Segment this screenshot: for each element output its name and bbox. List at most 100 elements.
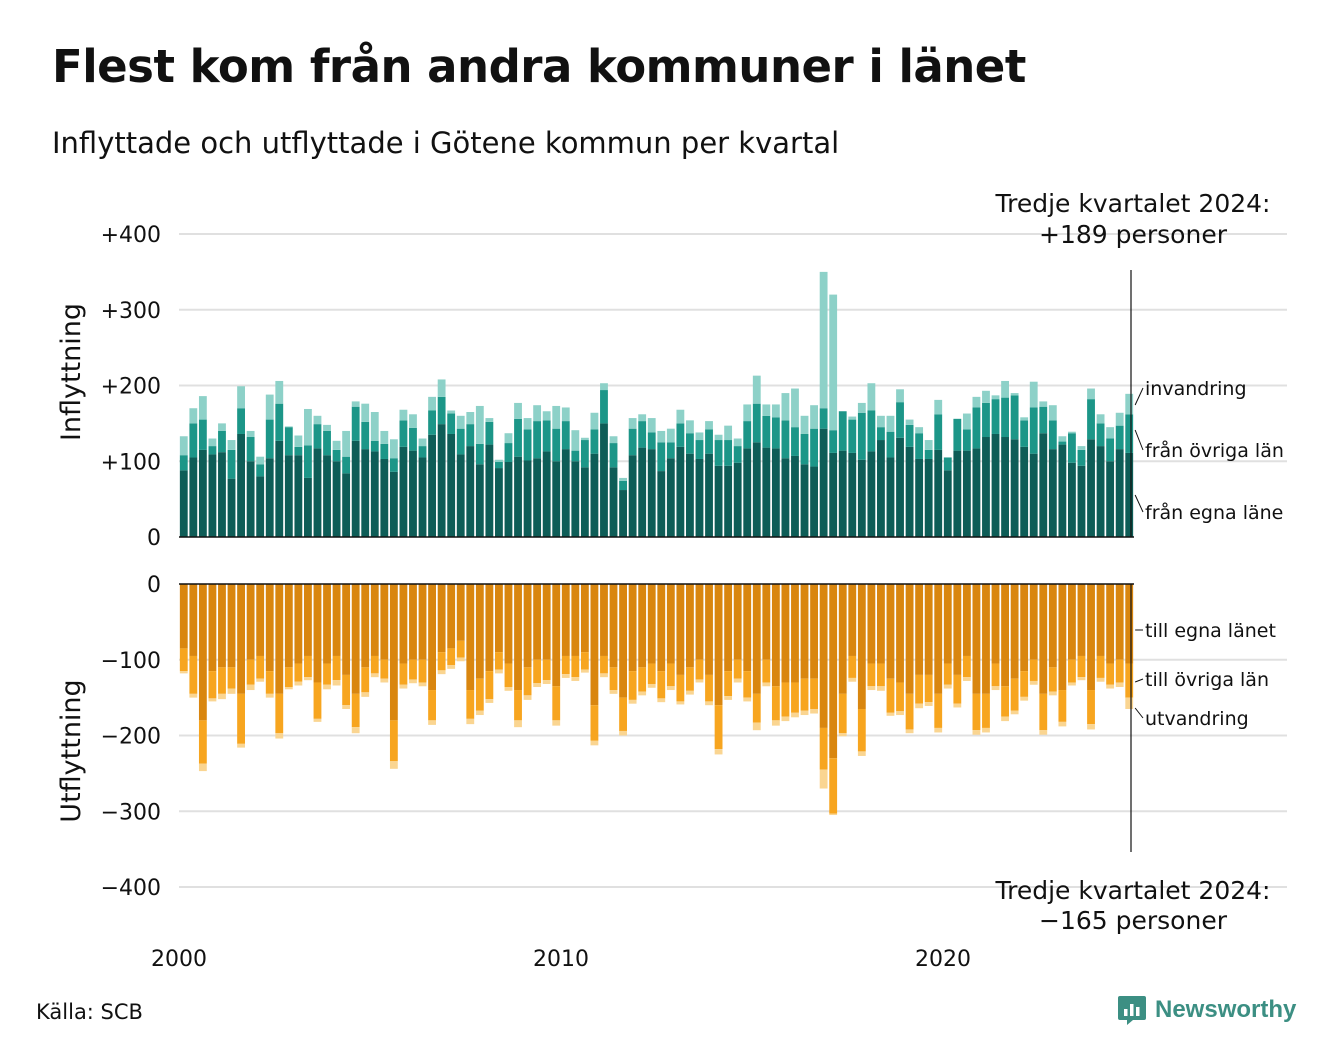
bar-out-utvandring (495, 669, 503, 674)
bar-out-utvandring (810, 708, 818, 714)
bar-out-till-övriga-län (1020, 671, 1029, 697)
bar-in-från-egna-läne (695, 458, 704, 537)
bar-in-från-övriga-län (304, 445, 312, 478)
bar-in-från-övriga-län (1115, 425, 1124, 450)
bar-in-invandring (848, 416, 857, 420)
bar-out-till-övriga-län (781, 682, 790, 717)
bar-in-från-egna-läne (972, 448, 981, 537)
bar-in-från-övriga-län (580, 440, 589, 468)
bar-out-till-övriga-län (323, 663, 331, 685)
bar-in-invandring (924, 440, 933, 450)
bar-in-invandring (886, 415, 895, 432)
bar-out-till-egna-länet (800, 584, 809, 679)
bar-in-från-övriga-län (695, 440, 704, 459)
bar-out-till-övriga-län (466, 690, 475, 719)
bar-in-från-egna-läne (1087, 439, 1095, 537)
bar-in-från-övriga-län (962, 429, 971, 451)
brand-logo[interactable]: Newsworthy (1117, 994, 1296, 1026)
annotation-top-line1: Tredje kvartalet 2024: (995, 189, 1271, 218)
bar-out-till-övriga-län (313, 682, 322, 719)
bar-out-utvandring (972, 730, 981, 735)
bar-out-utvandring (743, 697, 752, 702)
bar-out-till-egna-länet (590, 584, 599, 706)
bar-out-utvandring (389, 761, 398, 769)
bar-in-invandring (361, 403, 370, 422)
inflyttning-bars (179, 271, 1134, 538)
bar-in-från-egna-läne (485, 444, 494, 537)
bar-out-utvandring (962, 677, 971, 681)
bar-in-från-övriga-län (399, 420, 408, 447)
bar-out-utvandring (179, 671, 188, 674)
bar-in-från-övriga-län (571, 450, 580, 462)
bar-in-invandring (600, 383, 608, 391)
bar-in-från-egna-läne (1106, 461, 1115, 537)
bar-out-utvandring (542, 680, 551, 684)
bar-in-invandring (294, 435, 303, 447)
bar-in-invandring (791, 388, 799, 428)
bar-out-utvandring (1039, 730, 1048, 735)
bar-out-till-övriga-län (418, 659, 427, 683)
bar-in-invandring (829, 294, 838, 431)
bar-in-från-egna-läne (600, 423, 608, 537)
bar-out-utvandring (1020, 696, 1029, 701)
bar-out-till-egna-länet (724, 584, 733, 672)
bar-in-från-egna-läne (571, 461, 580, 537)
bar-in-invandring (1087, 388, 1095, 400)
bar-out-till-egna-länet (409, 584, 417, 660)
bar-out-till-övriga-län (638, 667, 647, 692)
bar-in-från-övriga-län (857, 412, 866, 460)
bar-in-från-övriga-län (246, 437, 255, 462)
bar-in-från-övriga-län (600, 390, 608, 424)
bar-out-till-egna-länet (304, 584, 312, 656)
bar-out-till-egna-länet (380, 584, 389, 660)
bar-out-till-egna-länet (953, 584, 962, 675)
bar-in-invandring (179, 436, 188, 456)
bar-in-från-egna-läne (991, 433, 1000, 537)
series-label-leader (1134, 494, 1144, 513)
bar-out-till-övriga-län (514, 690, 522, 721)
bar-out-utvandring (418, 682, 427, 687)
bar-out-till-egna-länet (294, 584, 303, 664)
bar-in-från-egna-läne (982, 437, 990, 537)
bar-out-till-övriga-län (189, 655, 198, 694)
bar-out-till-övriga-län (628, 671, 637, 700)
bar-out-utvandring (1077, 677, 1086, 681)
bar-in-från-egna-läne (676, 446, 685, 537)
bar-out-till-egna-länet (762, 584, 771, 660)
bar-out-utvandring (237, 743, 245, 748)
bar-in-från-egna-läne (218, 452, 226, 537)
bar-out-till-övriga-län (791, 682, 799, 713)
bar-out-till-övriga-län (1001, 686, 1009, 717)
bar-out-till-övriga-län (1058, 690, 1067, 722)
bar-out-till-egna-länet (714, 584, 723, 706)
bar-out-till-övriga-län (495, 652, 503, 670)
bar-in-från-övriga-län (657, 442, 666, 472)
bar-out-utvandring (428, 720, 436, 725)
bar-in-från-egna-läne (361, 449, 370, 537)
chart-title: Flest kom från andra kommuner i länet (52, 40, 1026, 93)
bar-in-från-övriga-län (762, 415, 771, 448)
bar-in-invandring (1096, 414, 1105, 424)
bar-in-invandring (332, 440, 341, 450)
bar-in-från-övriga-län (409, 427, 417, 451)
bar-out-utvandring (323, 684, 331, 690)
bar-out-utvandring (1106, 684, 1115, 689)
bar-out-till-egna-länet (1087, 584, 1095, 691)
bar-out-utvandring (752, 722, 761, 731)
series-label-bottom: till egna länet (1145, 620, 1276, 642)
bar-in-från-egna-läne (523, 460, 532, 537)
bar-out-utvandring (600, 673, 608, 678)
bar-in-från-egna-läne (791, 455, 799, 537)
bar-in-invandring (323, 424, 331, 431)
bar-in-från-övriga-län (198, 419, 207, 450)
bar-out-till-övriga-län (275, 693, 284, 734)
bar-out-utvandring (915, 703, 924, 709)
bar-in-från-övriga-län (208, 446, 217, 455)
bar-in-från-övriga-län (332, 449, 341, 462)
bar-in-från-övriga-län (275, 403, 284, 441)
bar-in-från-övriga-län (1020, 420, 1029, 447)
bar-in-invandring (447, 410, 456, 414)
bar-in-från-egna-läne (609, 467, 618, 537)
bar-out-till-övriga-län (561, 655, 570, 675)
bar-in-från-övriga-län (1106, 438, 1115, 462)
